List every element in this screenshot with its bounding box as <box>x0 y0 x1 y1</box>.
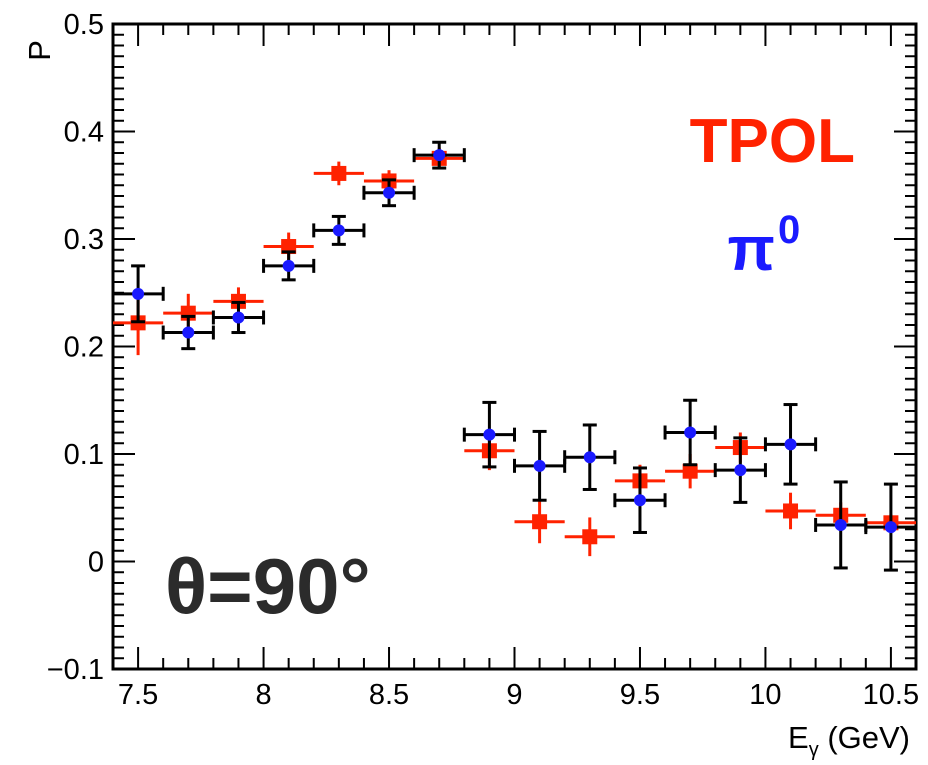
x-tick-label: 8 <box>255 679 271 711</box>
tpol-point <box>682 463 698 479</box>
angle-annotation: θ=90° <box>165 542 371 630</box>
pi-point <box>182 326 195 339</box>
x-tick-label: 9.5 <box>620 679 660 711</box>
pi-point <box>332 224 345 237</box>
y-tick-label: −0.1 <box>47 654 104 686</box>
y-axis-title: P <box>22 40 57 61</box>
x-tick-label: 10 <box>749 679 781 711</box>
pi-point <box>132 287 145 300</box>
x-axis-title: Eγ (GeV) <box>788 720 910 761</box>
legend-tpol: TPOL <box>690 107 855 176</box>
axis-ticks <box>112 23 917 670</box>
pi-point <box>483 428 496 441</box>
y-tick-label: 0.1 <box>64 439 104 471</box>
legend-pi: π <box>728 215 775 284</box>
y-tick-label: 0.2 <box>64 332 104 364</box>
pi-point <box>884 521 897 534</box>
x-axis-title-unit: (GeV) <box>819 720 910 755</box>
pi-point <box>684 426 697 439</box>
pi-point <box>834 518 847 531</box>
x-axis-title-main: E <box>788 720 809 755</box>
x-tick-label: 10.5 <box>863 679 919 711</box>
y-tick-label: 0.3 <box>64 224 104 256</box>
legend-pi-base: π <box>728 215 775 284</box>
x-axis-title-subscript: γ <box>809 739 819 761</box>
pi-point <box>734 464 747 477</box>
y-tick-label: 0.5 <box>64 9 104 41</box>
tpol-point <box>281 239 297 255</box>
pi-point <box>533 459 546 472</box>
y-tick-label: 0 <box>88 547 104 579</box>
tpol-point <box>331 165 347 181</box>
x-tick-label: 7.5 <box>118 679 158 711</box>
pi-point <box>232 311 245 324</box>
tpol-point <box>582 529 598 545</box>
y-tick-label: 0.4 <box>64 117 104 149</box>
tpol-point <box>783 503 799 519</box>
tpol-point <box>532 514 548 530</box>
data-points <box>113 140 916 572</box>
pi-point <box>282 259 295 272</box>
pi-point <box>784 438 797 451</box>
pi-point <box>633 494 646 507</box>
pi-point <box>433 149 446 162</box>
legend-pi-superscript: 0 <box>778 208 800 252</box>
x-tick-label: 9 <box>506 679 522 711</box>
pi-point <box>583 451 596 464</box>
pi-point <box>383 186 396 199</box>
axis-tick-labels: 7.5 8 8.5 9 9.5 10 10.5 −0.1 0 0.1 0.2 0.3 0.4 0.5 <box>47 9 919 711</box>
x-tick-label: 8.5 <box>369 679 409 711</box>
